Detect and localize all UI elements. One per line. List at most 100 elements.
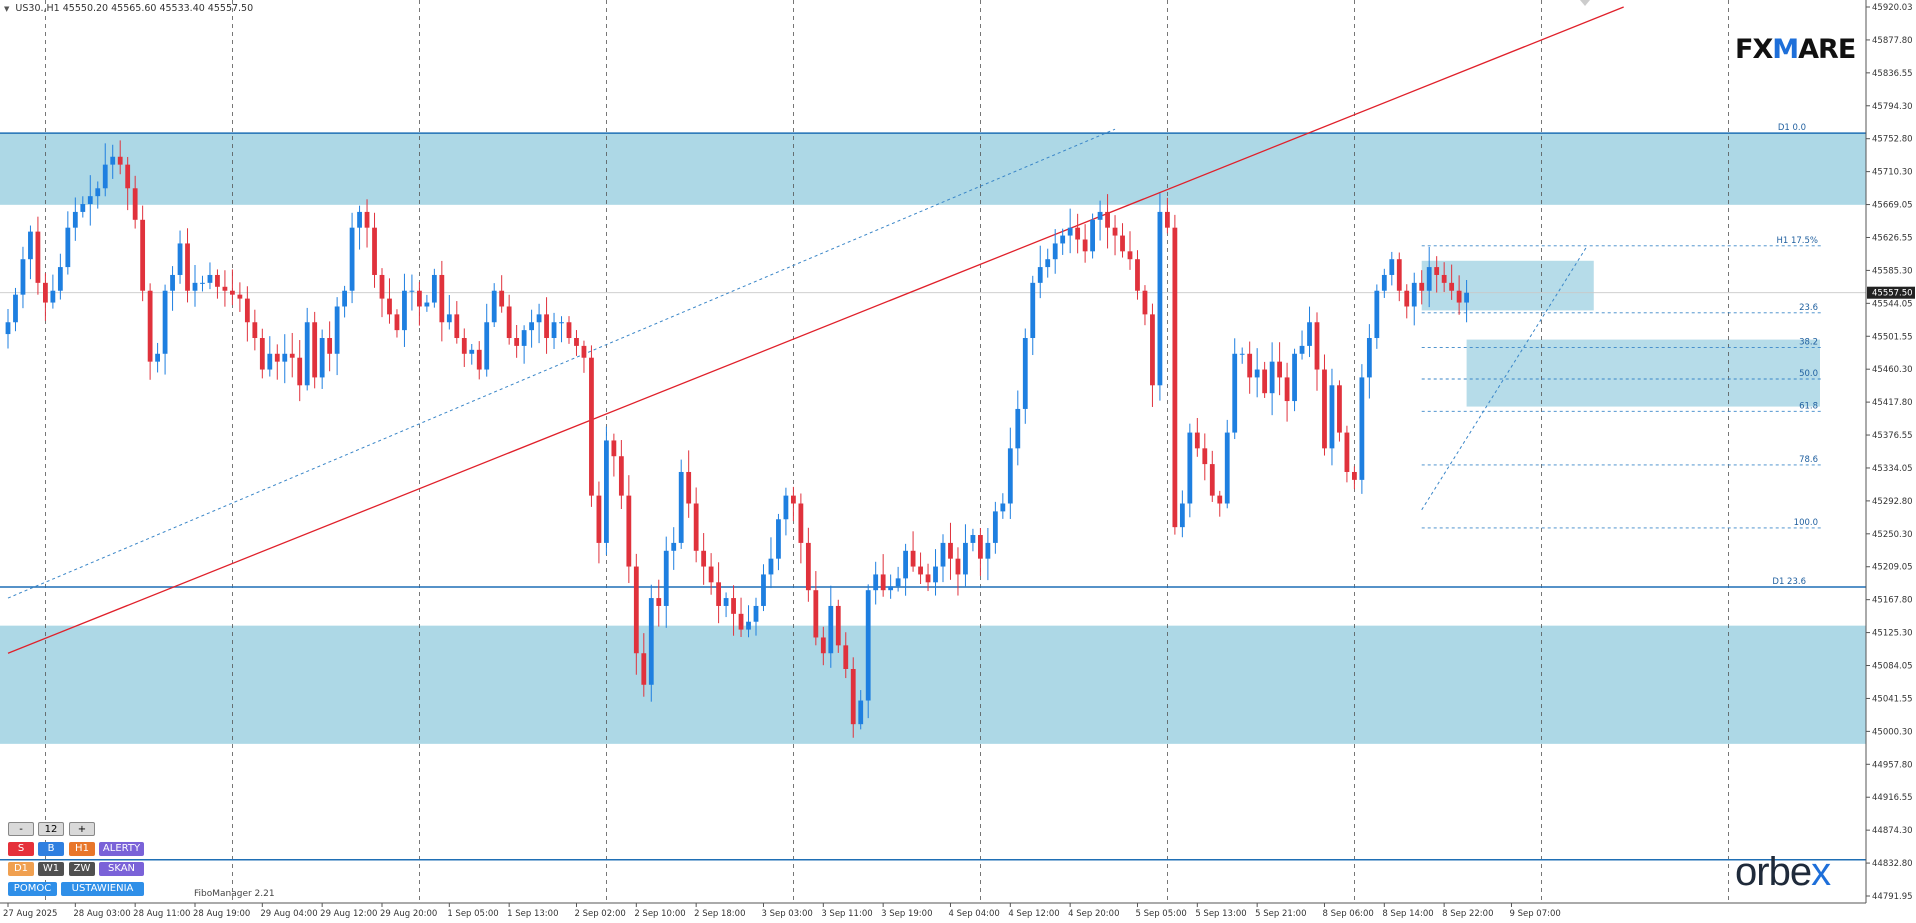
level-label-0: D1 0.0: [1778, 123, 1806, 133]
candle-84: [633, 553, 639, 675]
candle-126: [948, 522, 953, 580]
candle-89: [671, 527, 677, 570]
decrease-button[interactable]: -: [8, 822, 34, 836]
candle-8: [65, 211, 71, 275]
candle-151: [1135, 250, 1140, 300]
current-price-tag: [1867, 286, 1915, 299]
candle-54: [409, 274, 415, 311]
increase-button[interactable]: +: [69, 822, 95, 836]
x-tick-label-14: 3 Sep 19:00: [881, 909, 932, 919]
candle-66: [499, 275, 505, 313]
ohlc-values: 45550.20 45565.60 45533.40 45557.50: [62, 3, 254, 14]
candle-94: [708, 553, 714, 595]
candle-81: [611, 433, 617, 477]
y-tick-label-24: 44916.55: [1872, 793, 1913, 803]
skan-button[interactable]: SKAN: [99, 862, 144, 876]
candle-133: [1000, 493, 1006, 519]
candle-169: [1269, 342, 1275, 416]
x-tick-label-3: 28 Aug 19:00: [193, 909, 250, 919]
x-tick-label-13: 3 Sep 11:00: [821, 909, 872, 919]
candle-52: [394, 309, 400, 338]
x-tick-label-16: 4 Sep 12:00: [1008, 909, 1059, 919]
zone-0: [0, 133, 1866, 205]
candle-100: [753, 597, 759, 636]
d1-button[interactable]: D1: [8, 862, 34, 876]
pomoc-button[interactable]: POMOC: [8, 882, 57, 896]
candle-173: [1299, 330, 1305, 360]
collapse-triangle-icon[interactable]: ▼: [4, 5, 10, 13]
candle-87: [656, 579, 662, 627]
candle-44: [334, 297, 340, 376]
zone-2: [1466, 339, 1820, 407]
x-tick-label-24: 9 Sep 07:00: [1509, 909, 1560, 919]
x-tick-label-5: 29 Aug 12:00: [320, 909, 377, 919]
candle-164: [1232, 338, 1238, 440]
candle-13: [102, 143, 108, 197]
candle-46: [349, 212, 355, 304]
candle-108: [813, 571, 819, 646]
y-tick-label-8: 45585.30: [1872, 266, 1913, 276]
candle-104: [783, 487, 789, 536]
candle-159: [1194, 417, 1200, 457]
candle-132: [992, 501, 998, 554]
candle-5: [43, 273, 48, 321]
candle-61: [461, 328, 467, 367]
y-tick-label-10: 45501.55: [1872, 332, 1913, 342]
candle-2: [20, 246, 26, 309]
sell-button[interactable]: S: [8, 842, 34, 856]
buy-button[interactable]: B: [38, 842, 64, 856]
x-tick-label-18: 5 Sep 05:00: [1135, 909, 1186, 919]
fxmare-logo: FXMARE: [1735, 34, 1856, 65]
candle-176: [1322, 354, 1327, 456]
w1-button[interactable]: W1: [38, 862, 64, 876]
candle-62: [469, 343, 475, 365]
alerty-button[interactable]: ALERTY: [99, 842, 144, 856]
h1-button[interactable]: H1: [69, 842, 95, 856]
candle-77: [581, 340, 587, 373]
x-tick-label-0: 27 Aug 2025: [3, 909, 57, 919]
y-tick-label-22: 45000.30: [1872, 727, 1913, 737]
candle-183: [1374, 284, 1380, 349]
y-tick-label-23: 44957.80: [1872, 760, 1913, 770]
candle-106: [798, 493, 804, 564]
fibomanager-label: FiboManager 2.21: [194, 889, 275, 899]
candle-30: [230, 269, 235, 306]
candle-50: [379, 268, 385, 318]
x-tick-label-6: 29 Aug 20:00: [380, 909, 437, 919]
candle-9: [72, 197, 78, 241]
candle-190: [1426, 246, 1432, 308]
candle-144: [1082, 224, 1088, 263]
candle-136: [1022, 328, 1028, 424]
candle-48: [364, 199, 370, 248]
candle-72: [544, 297, 549, 354]
count-field[interactable]: 12: [38, 822, 64, 836]
candle-142: [1067, 208, 1073, 254]
candle-6: [50, 274, 56, 309]
zw-button[interactable]: ZW: [69, 862, 95, 876]
candle-120: [903, 543, 908, 596]
symbol-label: US30.,H1: [15, 3, 60, 14]
candle-174: [1307, 306, 1312, 358]
candle-101: [761, 564, 766, 612]
candle-167: [1254, 348, 1260, 398]
ustawienia-button[interactable]: USTAWIENIA: [61, 882, 144, 896]
candle-11: [87, 175, 93, 226]
candle-129: [970, 528, 976, 552]
y-tick-label-1: 45877.80: [1872, 36, 1913, 46]
candle-121: [910, 531, 916, 572]
candle-141: [1060, 228, 1066, 255]
candle-55: [417, 282, 422, 326]
candle-90: [678, 459, 684, 549]
trend-line-0: [7, 6, 1624, 654]
candle-187: [1404, 284, 1410, 319]
candle-15: [117, 140, 123, 175]
fib-label-2: 38.2: [1799, 337, 1818, 347]
candle-185: [1389, 251, 1395, 286]
y-tick-label-21: 45041.55: [1872, 694, 1913, 704]
candle-97: [731, 585, 736, 636]
candle-59: [446, 295, 452, 330]
candle-38: [289, 332, 295, 378]
candle-91: [686, 450, 692, 518]
x-tick-label-12: 3 Sep 03:00: [761, 909, 812, 919]
